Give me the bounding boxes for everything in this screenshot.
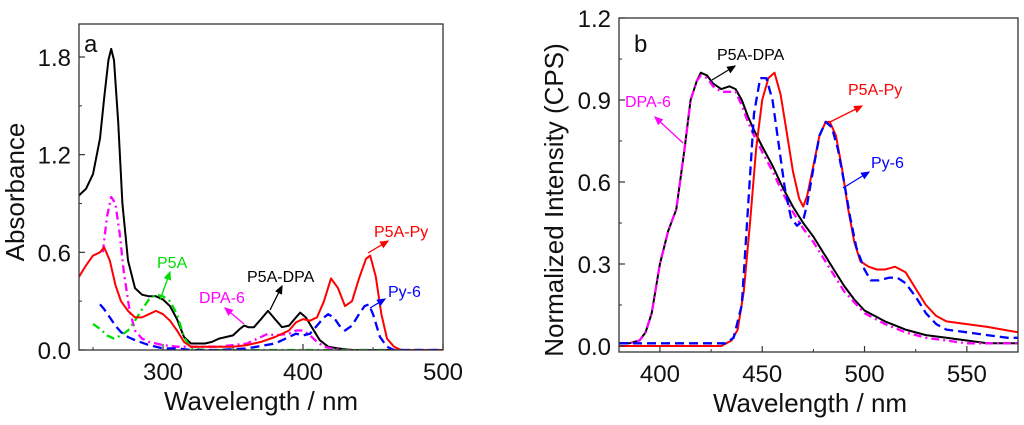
annotation-arrow-dpa-6 — [224, 307, 245, 325]
annotation-p5a-py: P5A-Py — [848, 82, 902, 99]
annotation-arrow-p5a-py — [367, 240, 390, 254]
y-tick-label: 0.9 — [578, 88, 611, 115]
plot-frame-b — [618, 17, 1019, 353]
series-line-dpa-6 — [619, 74, 1018, 345]
y-tick-label: 0.3 — [578, 252, 611, 279]
x-tick-label: 450 — [742, 361, 782, 388]
annotation-arrow-p5a-dpa — [269, 284, 283, 311]
series-line-p5a-py — [619, 71, 1018, 347]
x-tick-label: 500 — [845, 361, 885, 388]
series-line-p5a-dpa — [79, 47, 443, 350]
annotation-p5a: P5A — [157, 255, 188, 272]
x-tick-label: 500 — [423, 359, 463, 386]
annotation-arrow-p5a — [159, 270, 172, 301]
annotation-arrow-p5a-py — [829, 105, 864, 123]
annotation-py-6: Py-6 — [388, 284, 421, 301]
y-tick-label: 0.6 — [578, 170, 611, 197]
y-axis-title-a: Absorbance — [0, 123, 30, 262]
y-axis-title-b: Normalized Intensity (CPS) — [539, 43, 569, 357]
series-line-py-6 — [99, 303, 443, 350]
y-tick-label: 1.8 — [38, 45, 71, 72]
y-tick-label: 1.2 — [578, 6, 611, 33]
x-tick-label: 550 — [947, 361, 987, 388]
panel-label-a: a — [84, 31, 98, 58]
panel-b-emission-chart: 400 450 500 550 0.0 0.3 0.6 0.9 1.2 b Wavelength… — [539, 6, 1019, 418]
y-tick-label: 0.6 — [38, 240, 71, 267]
x-axis-title-b: Wavelength / nm — [713, 388, 907, 418]
y-tick-label: 0.0 — [578, 334, 611, 361]
series-line-p5a-py — [79, 246, 443, 350]
annotation-dpa-6: DPA-6 — [625, 94, 671, 111]
annotation-arrow-dpa-6 — [654, 116, 684, 144]
x-axis-title-a: Wavelength / nm — [164, 386, 358, 416]
annotation-arrow-py-6 — [369, 298, 387, 309]
x-tick-label: 300 — [143, 359, 183, 386]
x-tick-label: 400 — [283, 359, 323, 386]
annotation-dpa-6: DPA-6 — [199, 290, 245, 307]
series-line-py-6 — [619, 76, 1018, 345]
series-line-dpa-6 — [101, 195, 443, 350]
annotation-arrow-p5a-dpa — [711, 65, 737, 81]
annotation-p5a-dpa: P5A-DPA — [717, 47, 785, 64]
annotation-p5a-dpa: P5A-DPA — [247, 269, 315, 286]
annotation-p5a-py: P5A-Py — [374, 224, 428, 241]
annotation-arrow-py-6 — [842, 171, 871, 189]
y-tick-label: 1.2 — [38, 143, 71, 170]
x-tick-label: 400 — [640, 361, 680, 388]
panel-label-b: b — [634, 31, 647, 58]
series-line-p5a-dpa — [619, 71, 1018, 345]
annotation-py-6: Py-6 — [871, 155, 904, 172]
y-tick-label: 0.0 — [38, 338, 71, 365]
plot-frame-a — [78, 23, 444, 351]
series-line-p5a — [92, 293, 443, 350]
